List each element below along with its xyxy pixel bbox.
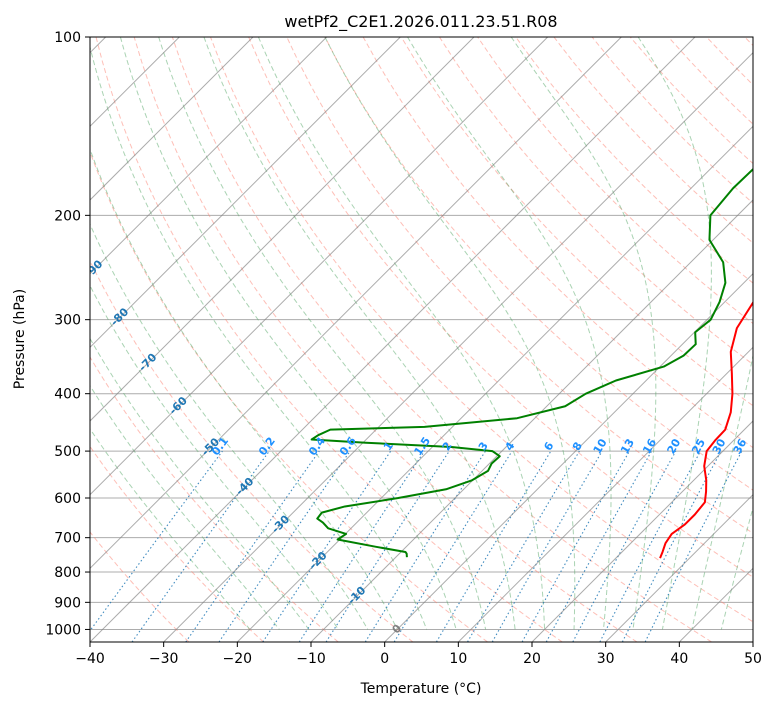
isotherm-line <box>457 346 753 642</box>
isotherm-line <box>90 37 254 201</box>
y-tick-label: 900 <box>54 595 81 611</box>
moist-adiabat <box>90 45 428 630</box>
mixing-ratio-label: 25 <box>689 437 708 457</box>
dry-adiabat <box>90 356 339 642</box>
mixing-ratio-line <box>545 450 653 642</box>
y-tick-label: 700 <box>54 531 81 547</box>
isotherm-line <box>90 37 549 496</box>
moist-adiabat <box>119 37 457 630</box>
y-tick-label: 100 <box>54 30 81 46</box>
y-tick-label: 500 <box>54 444 81 460</box>
moist-adiabat <box>691 353 753 630</box>
y-tick-label: 400 <box>54 387 81 403</box>
x-tick-label: 20 <box>523 651 541 667</box>
mixing-ratio-line <box>521 450 630 642</box>
mixing-ratio-line <box>298 450 425 642</box>
x-tick-label: 10 <box>449 651 467 667</box>
x-tick-label: −20 <box>223 651 253 667</box>
dry-adiabat <box>133 37 638 642</box>
moist-adiabat <box>90 223 369 630</box>
mixing-ratio-line <box>393 450 513 642</box>
dry-adiabat <box>324 37 753 491</box>
chart-title: wetPf2_C2E1.2026.011.23.51.R08 <box>284 12 557 32</box>
plot-frame <box>89 36 754 643</box>
y-tick-label: 600 <box>54 491 81 507</box>
isotherm-line <box>90 37 475 422</box>
dry-adiabat <box>439 37 753 366</box>
y-tick-label: 800 <box>54 565 81 581</box>
moist-adiabat <box>203 37 516 630</box>
dry-adiabat <box>400 37 753 407</box>
dry-adiabat <box>90 445 264 642</box>
x-tick-label: −30 <box>149 651 179 667</box>
x-tick-label: 30 <box>597 651 615 667</box>
isotherm-line <box>310 199 753 642</box>
isotherm-line <box>163 51 753 642</box>
dewpoint-profile-line <box>310 167 753 558</box>
dry-adiabat <box>248 37 753 578</box>
moist-adiabat <box>324 37 576 630</box>
dry-adiabat <box>171 37 712 642</box>
dry-adiabat <box>95 37 563 642</box>
dry-adiabat <box>515 37 753 284</box>
mixing-ratio-line <box>90 450 223 632</box>
isotherm-line <box>605 493 753 642</box>
dry-adiabat <box>90 150 488 642</box>
moist-adiabat <box>90 384 280 630</box>
mixing-ratio-line <box>262 450 392 642</box>
moist-adiabat <box>90 284 339 630</box>
x-tick-label: −10 <box>296 651 326 667</box>
mixing-ratio-line <box>185 450 320 642</box>
x-tick-label: 0 <box>380 651 389 667</box>
x-axis-label: Temperature (°C) <box>360 681 482 697</box>
x-tick-label: −40 <box>75 651 105 667</box>
y-tick-label: 1000 <box>45 622 81 638</box>
isotherm-line <box>90 37 622 570</box>
y-axis: 100 200 300 400 500 600 700 800 900 1000 <box>45 30 90 638</box>
plot-area: -100-90-80-70-60-50-40-30-20-1000.10.20.… <box>90 37 753 642</box>
dry-adiabat <box>210 37 753 623</box>
moist-adiabat <box>407 37 612 630</box>
moist-adiabat <box>510 37 657 630</box>
x-axis: −40 −30 −20 −10 0 10 20 30 40 50 <box>75 642 762 667</box>
isotherm-line <box>531 420 753 642</box>
isotherm-line <box>90 37 328 275</box>
temperature-profile-line <box>659 300 753 559</box>
moist-adiabat <box>257 37 546 630</box>
mixing-ratio-line <box>218 450 351 642</box>
x-tick-label: 50 <box>744 651 762 667</box>
isotherm-line <box>384 272 753 642</box>
mixing-ratio-line <box>131 450 270 642</box>
moist-adiabat <box>90 147 398 630</box>
y-axis-label: Pressure (hPa) <box>12 289 28 389</box>
moist-adiabat <box>637 37 712 630</box>
isotherm-line <box>90 37 696 642</box>
moist-adiabat <box>158 37 487 630</box>
mixing-ratio-line <box>572 450 677 642</box>
x-tick-label: 40 <box>670 651 688 667</box>
mixing-ratio-line <box>325 450 450 642</box>
y-tick-label: 200 <box>54 208 81 224</box>
mixing-ratio-line <box>644 450 743 642</box>
dry-adiabat <box>90 531 190 642</box>
mixing-ratio-label: 36 <box>731 436 750 456</box>
isotherm-line <box>90 37 401 349</box>
isotherm-line <box>236 125 753 642</box>
y-tick-label: 300 <box>54 313 81 329</box>
